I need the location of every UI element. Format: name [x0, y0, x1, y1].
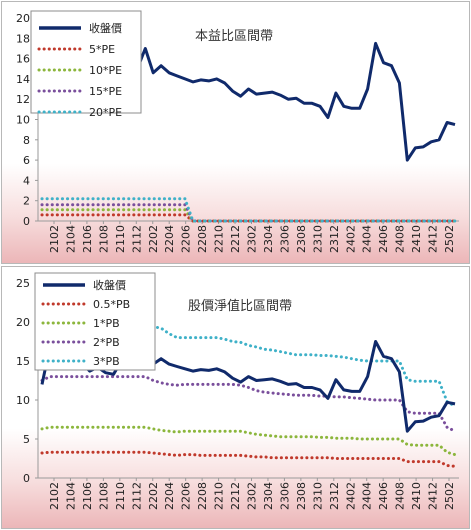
pb-x-tick-label: 2304: [262, 482, 275, 510]
pb-x-tick-label: 2502: [443, 482, 456, 510]
pe-x-tick-label: 2106: [81, 225, 94, 253]
pb-y-tick-label: 10: [16, 394, 30, 407]
pe-y-tick-label: 6: [23, 154, 30, 167]
pb-x-tick-label: 2208: [196, 482, 209, 510]
pb-x-tick-label: 2112: [130, 482, 143, 510]
pe-y-tick-label: 10: [16, 114, 30, 127]
pb-chart-title: 股價淨值比區間帶: [188, 298, 292, 314]
pe-x-tick-label: 2408: [394, 225, 407, 253]
pe-x-tick-label: 2410: [410, 225, 423, 253]
pe-x-tick-label: 2402: [344, 225, 357, 253]
pe-band-chart-panel: 0 2 4 6 8 10 12 14 16 18 20 2102 2104 2106 2108 2110 211…: [1, 1, 470, 264]
pe-y-tick-label: 4: [23, 174, 30, 187]
pb-legend-label-2: 1*PB: [93, 317, 120, 330]
pb-x-tick-label: 2302: [246, 482, 259, 510]
pe-x-tick-label: 2406: [377, 225, 390, 253]
pe-y-tick-label: 14: [16, 73, 30, 86]
pb-x-tick-label: 2308: [295, 482, 308, 510]
pe-x-tick-label: 2204: [163, 225, 176, 253]
pb-x-tick-label: 2306: [278, 482, 291, 510]
pe-x-tick-label: 2312: [328, 225, 341, 253]
pb-y-tick-label: 15: [16, 355, 30, 368]
pe-x-tick-label: 2208: [196, 225, 209, 253]
pb-legend-label-4: 3*PB: [93, 355, 120, 368]
pb-x-tick-label: 2312: [328, 482, 341, 510]
pe-y-tick-label: 12: [16, 93, 30, 106]
pb-x-tick-label: 2110: [114, 482, 127, 510]
pe-x-tick-label: 2310: [311, 225, 324, 253]
pe-x-tick-label: 2308: [295, 225, 308, 253]
pe-y-tick-label: 2: [23, 195, 30, 208]
pb-y-tick-label: 5: [23, 433, 30, 446]
pe-x-tick-label: 2502: [443, 225, 456, 253]
pe-x-tick-label: 2202: [147, 225, 160, 253]
pb-series-line-0: [40, 340, 456, 433]
pb-x-tick-label: 2402: [344, 482, 357, 510]
pe-x-tick-label: 2108: [97, 225, 110, 253]
pe-band-chart: 0 2 4 6 8 10 12 14 16 18 20 2102 2104 2106 2108 2110 211…: [16, 10, 459, 253]
pb-x-tick-label: 2212: [229, 482, 242, 510]
pb-x-tick-label: 2406: [377, 482, 390, 510]
pb-legend-label-3: 2*PB: [93, 336, 120, 349]
pe-x-tick-label: 2210: [213, 225, 226, 253]
pb-x-tick-label: 2410: [410, 482, 423, 510]
pb-x-tick-label: 2104: [64, 482, 77, 510]
pb-x-tick-label: 2412: [427, 482, 440, 510]
pb-x-tick-label: 2404: [361, 482, 374, 510]
pe-x-tick-label: 2302: [246, 225, 259, 253]
pb-x-tick-label: 2204: [163, 482, 176, 510]
pb-x-tick-label: 2108: [97, 482, 110, 510]
pb-x-tick-label: 2310: [311, 482, 324, 510]
pe-series-line-1: [40, 213, 457, 223]
pe-y-tick-label: 20: [16, 12, 30, 25]
pe-x-tick-label: 2404: [361, 225, 374, 253]
pb-legend-label-0: 收盤價: [93, 278, 126, 292]
pe-legend-label-4: 20*PE: [89, 106, 122, 119]
pe-y-tick-label: 16: [16, 53, 30, 66]
pe-y-tick-label: 0: [23, 215, 30, 228]
pb-x-tick-label: 2202: [147, 482, 160, 510]
pb-x-tick-label: 2106: [81, 482, 94, 510]
pe-y-tick-label: 8: [23, 134, 30, 147]
pb-legend-label-1: 0.5*PB: [93, 298, 130, 311]
pe-series-line-3: [40, 203, 457, 223]
pe-x-tick-label: 2412: [427, 225, 440, 253]
pe-x-tick-label: 2212: [229, 225, 242, 253]
pe-legend-label-2: 10*PE: [89, 64, 122, 77]
pe-chart-title: 本益比區間帶: [195, 29, 273, 44]
pb-legend-box: [34, 272, 156, 371]
pe-x-tick-label: 2110: [114, 225, 127, 253]
pb-series-line-3: [40, 375, 457, 433]
pe-x-tick-label: 2206: [180, 225, 193, 253]
pe-legend-label-3: 15*PE: [89, 85, 122, 98]
pb-x-tick-label: 2408: [394, 482, 407, 510]
pe-legend-label-0: 收盤價: [89, 21, 122, 35]
pb-series-line-1: [40, 450, 457, 468]
pe-x-tick-label: 2304: [262, 225, 275, 253]
pb-y-tick-label: 0: [23, 472, 30, 485]
pb-y-tick-label: 20: [16, 316, 30, 329]
pb-y-tick-label: 25: [16, 277, 30, 290]
pb-x-tick-label: 2102: [48, 482, 61, 510]
pe-x-tick-label: 2112: [130, 225, 143, 253]
pe-y-tick-label: 18: [16, 32, 30, 45]
pb-x-tick-label: 2206: [180, 482, 193, 510]
pb-x-tick-label: 2210: [213, 482, 226, 510]
pe-x-tick-label: 2102: [48, 225, 61, 253]
pe-x-tick-label: 2306: [278, 225, 291, 253]
pe-x-tick-label: 2104: [64, 225, 77, 253]
pb-band-chart-panel: 0 5 10 15 20 25 2102 2104 2106 2108 2110 2112 2202 22…: [1, 266, 470, 529]
pb-series-line-2: [40, 425, 457, 457]
pe-legend-label-1: 5*PE: [89, 43, 115, 56]
